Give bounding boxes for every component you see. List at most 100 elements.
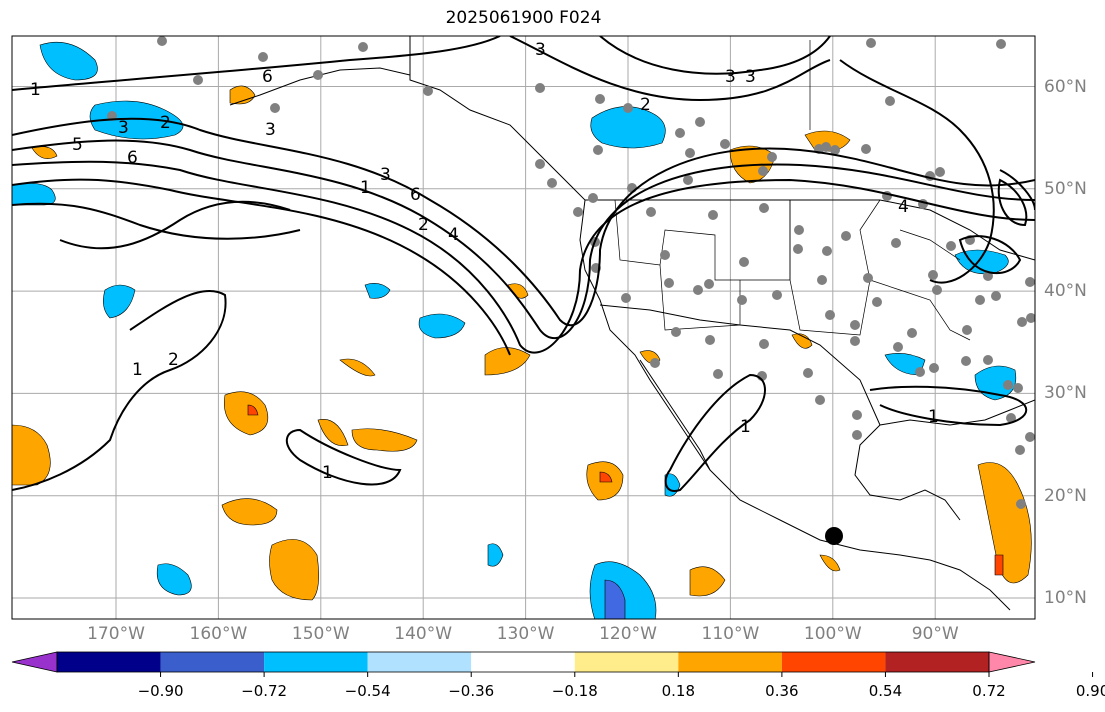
map-panel: 1 5 6 3 2 3 6 1 3 6 2 4 3 2 3 3 4 1 2 1 … [12,36,1035,619]
station-dot [1016,499,1026,509]
baja-california [639,359,711,471]
colorbar-tick-label: 0.54 [868,682,903,700]
contour-label: 1 [928,407,939,427]
station-dot [935,167,945,177]
colorbar-tick-label: 0.18 [661,682,696,700]
station-dot [793,244,803,254]
colorbar-segment [471,652,575,672]
latitude-label: 50°N [1044,178,1087,199]
station-dot [705,335,715,345]
station-dot [893,342,903,352]
station-dot [358,42,368,52]
positive-shade [221,498,278,526]
latitude-label: 10°N [1044,588,1087,608]
longitude-label: 140°W [394,624,453,644]
station-dot [946,241,956,251]
station-dot [708,210,718,220]
contour-label: 6 [262,67,273,87]
contour-lines [12,36,1035,492]
station-dot [772,290,782,300]
colorbar-segment [574,652,679,672]
colorbar [11,651,1094,677]
colorbar-tick-label: 0.90 [1075,682,1105,700]
station-dot [693,285,703,295]
graticule [12,36,1035,619]
station-dot [423,86,433,96]
station-dot [1025,277,1035,287]
contour-label: 2 [640,95,651,115]
colorbar-segment [367,652,472,672]
us-mexico-border [599,304,881,426]
state-borders [614,40,971,341]
station-dot [720,139,730,149]
station-dot [825,310,835,320]
contour-label: 3 [118,118,129,138]
negative-shade [487,543,504,567]
station-dot [822,246,832,256]
longitude-label: 150°W [291,624,350,644]
station-dot [975,295,985,305]
positive-shade [791,333,813,349]
colorbar-tick-label: −0.72 [241,682,288,700]
negative-shade [89,100,184,140]
contour-label: 1 [740,417,751,437]
contour-label: 1 [322,463,333,483]
station-dot [685,148,695,158]
station-dot [961,356,971,366]
positive-shade [247,404,259,416]
station-markers [107,36,1035,509]
latitude-label: 40°N [1044,281,1087,302]
contour-label: 3 [380,165,391,185]
station-dot [675,128,685,138]
station-dot [915,367,925,377]
positive-shade [689,566,726,597]
colorbar-segment [264,652,368,672]
map-title: 2025061900 F024 [445,8,602,28]
station-dot [885,96,895,106]
station-dot [866,38,876,48]
contour-label: 6 [410,185,421,205]
station-dot [193,75,203,85]
negative-shade [418,313,466,339]
colorbar-segment [885,652,989,672]
station-dot [928,270,938,280]
station-dot [850,320,860,330]
station-dot [1017,317,1027,327]
station-dot [588,193,598,203]
station-dot [962,325,972,335]
station-dot [737,295,747,305]
station-dot [767,152,777,162]
positive-shade [994,554,1004,576]
positive-shade [599,471,613,483]
map-frame [11,35,1036,620]
station-dot [852,430,862,440]
station-dot [863,273,873,283]
longitude-label: 100°W [803,624,862,644]
negative-shade [103,284,136,319]
colorbar-outline [56,651,990,673]
station-dot [983,355,993,365]
colorbar-segment [781,652,886,672]
station-dot [803,368,813,378]
contour-label: 1 [30,80,41,100]
contour-label: 6 [127,148,138,168]
negative-shade [156,563,192,596]
latitude-label: 20°N [1044,485,1087,506]
station-dot [932,285,942,295]
station-dot [991,291,1001,301]
contour-label: 5 [72,135,83,155]
positive-shade [819,554,841,572]
station-dot [595,94,605,104]
station-dot [258,52,268,62]
mexico-gulf-coast [854,399,1035,521]
negative-shade [364,283,391,299]
contour-label: 4 [448,225,459,245]
station-dot [996,39,1006,49]
station-dot [704,279,714,289]
station-dot [852,410,862,420]
colorbar-max-extension [988,651,1036,673]
station-dot [759,339,769,349]
positive-shade [351,428,418,452]
contour-label: 3 [265,120,276,140]
station-dot [621,293,631,303]
